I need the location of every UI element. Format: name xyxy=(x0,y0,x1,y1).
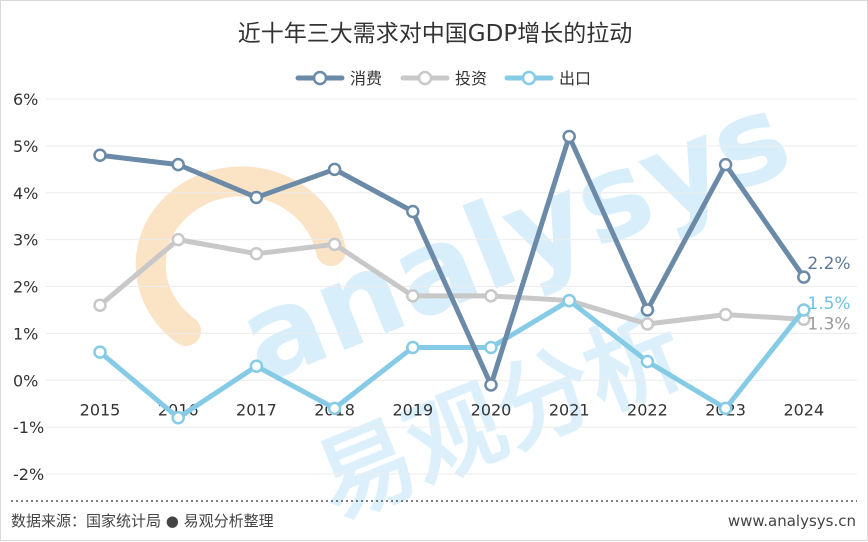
series-2 xyxy=(93,293,811,425)
legend-label: 投资 xyxy=(455,69,487,88)
y-tick-label: 3% xyxy=(13,231,38,250)
x-tick-label: 2017 xyxy=(236,400,277,419)
x-tick-label: 2021 xyxy=(549,400,590,419)
data-point xyxy=(640,303,655,317)
data-point xyxy=(93,148,107,162)
data-point xyxy=(718,157,733,172)
x-tick-label: 2020 xyxy=(471,400,512,419)
legend-swatch-marker xyxy=(417,70,433,86)
data-point xyxy=(93,298,107,312)
data-point xyxy=(327,237,342,252)
y-axis-ticks: 6% 5% 4% 3% 2% 1% 0% -1% -2% xyxy=(13,90,44,484)
data-point xyxy=(249,246,264,261)
x-tick-label: 2015 xyxy=(80,400,121,419)
data-point xyxy=(406,204,420,219)
data-point xyxy=(406,289,420,303)
data-point xyxy=(171,157,185,172)
data-point xyxy=(640,354,655,369)
data-point xyxy=(327,162,342,177)
x-tick-label: 2019 xyxy=(392,400,433,419)
data-point xyxy=(249,190,264,205)
data-point xyxy=(327,401,342,416)
legend-swatch-marker xyxy=(521,70,537,86)
y-tick-label: -2% xyxy=(13,465,44,484)
legend: 消费 投资 出口 xyxy=(295,69,591,88)
x-tick-label: 2024 xyxy=(783,400,824,419)
data-point xyxy=(797,270,811,284)
y-tick-label: 1% xyxy=(13,324,38,343)
data-point xyxy=(484,378,498,392)
end-value-label: 1.3% xyxy=(807,314,850,334)
data-point xyxy=(93,345,107,359)
legend-item-0: 消费 xyxy=(295,69,382,88)
series-line xyxy=(97,134,807,388)
data-point xyxy=(249,359,264,373)
x-tick-label: 2016 xyxy=(158,400,199,419)
watermark: analysys 易观分析 xyxy=(135,65,808,541)
data-point xyxy=(797,303,811,317)
series-layer: 2.2% 1.3%1.5% xyxy=(93,129,851,425)
series-0 xyxy=(93,129,811,392)
end-value-label: 2.2% xyxy=(807,254,850,274)
legend-swatch-marker xyxy=(312,70,328,86)
data-point xyxy=(562,129,576,144)
data-point xyxy=(171,232,185,247)
y-tick-label: 5% xyxy=(13,137,38,156)
end-value-label: 1.5% xyxy=(807,294,850,314)
y-tick-label: 2% xyxy=(13,278,38,297)
data-point xyxy=(484,289,498,303)
y-tick-label: -1% xyxy=(13,418,44,437)
data-point xyxy=(406,340,420,355)
footer-website: www.analysys.cn xyxy=(728,512,856,530)
data-point xyxy=(718,401,733,416)
legend-item-1: 投资 xyxy=(400,69,487,88)
data-point xyxy=(640,317,655,331)
grid-lines xyxy=(46,98,857,475)
y-tick-label: 0% xyxy=(13,371,38,390)
data-point xyxy=(718,307,733,322)
legend-label: 消费 xyxy=(350,69,382,88)
data-point xyxy=(484,340,498,355)
x-tick-label: 2022 xyxy=(627,400,668,419)
series-line xyxy=(97,298,807,421)
chart-title: 近十年三大需求对中国GDP增长的拉动 xyxy=(238,21,632,47)
footer-source: 数据来源：国家统计局 ● 易观分析整理 xyxy=(11,512,274,530)
y-tick-label: 4% xyxy=(13,184,38,203)
legend-item-2: 出口 xyxy=(504,69,591,88)
y-tick-label: 6% xyxy=(13,90,38,109)
legend-label: 出口 xyxy=(559,69,591,88)
data-point xyxy=(562,293,576,308)
data-point xyxy=(171,411,185,425)
